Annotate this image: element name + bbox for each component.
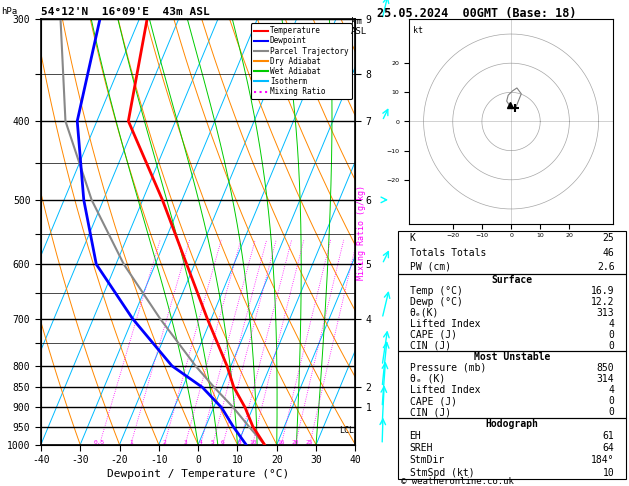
Text: Pressure (mb): Pressure (mb)	[409, 363, 486, 373]
Text: CAPE (J): CAPE (J)	[409, 330, 457, 340]
Text: 10: 10	[603, 468, 615, 478]
Text: 314: 314	[597, 374, 615, 384]
Bar	[398, 351, 626, 418]
Text: StmDir: StmDir	[409, 455, 445, 466]
Text: km: km	[351, 17, 362, 26]
Text: SREH: SREH	[409, 443, 433, 453]
Text: 20: 20	[292, 440, 299, 445]
Text: Lifted Index: Lifted Index	[409, 319, 480, 329]
Text: 25: 25	[306, 440, 313, 445]
Text: 2: 2	[162, 440, 166, 445]
Bar	[398, 231, 626, 274]
Text: 16: 16	[277, 440, 285, 445]
Text: Totals Totals: Totals Totals	[409, 247, 486, 258]
Text: Dewp (°C): Dewp (°C)	[409, 296, 462, 307]
Legend: Temperature, Dewpoint, Parcel Trajectory, Dry Adiabat, Wet Adiabat, Isotherm, Mi: Temperature, Dewpoint, Parcel Trajectory…	[251, 23, 352, 99]
X-axis label: Dewpoint / Temperature (°C): Dewpoint / Temperature (°C)	[107, 469, 289, 479]
Text: 6: 6	[221, 440, 225, 445]
Text: 46: 46	[603, 247, 615, 258]
Text: Lifted Index: Lifted Index	[409, 385, 480, 395]
Text: © weatheronline.co.uk: © weatheronline.co.uk	[401, 477, 513, 486]
Text: 8: 8	[238, 440, 242, 445]
Text: 12.2: 12.2	[591, 296, 615, 307]
Text: CAPE (J): CAPE (J)	[409, 396, 457, 406]
Text: 5: 5	[211, 440, 214, 445]
Text: 850: 850	[597, 363, 615, 373]
Text: 0: 0	[609, 330, 615, 340]
Text: hPa: hPa	[1, 7, 18, 17]
Text: Surface: Surface	[491, 275, 533, 285]
Text: 25: 25	[603, 233, 615, 243]
Text: 0: 0	[609, 407, 615, 417]
Text: 16.9: 16.9	[591, 286, 615, 295]
Text: 4: 4	[609, 319, 615, 329]
Text: LCL: LCL	[339, 426, 354, 435]
Text: Hodograph: Hodograph	[486, 419, 538, 429]
Text: 25.05.2024  00GMT (Base: 18): 25.05.2024 00GMT (Base: 18)	[377, 7, 577, 20]
Text: 0: 0	[609, 341, 615, 350]
Text: Mixing Ratio (g/kg): Mixing Ratio (g/kg)	[357, 185, 367, 279]
Text: StmSpd (kt): StmSpd (kt)	[409, 468, 474, 478]
Text: θₑ (K): θₑ (K)	[409, 374, 445, 384]
Text: 4: 4	[609, 385, 615, 395]
Text: Temp (°C): Temp (°C)	[409, 286, 462, 295]
Bar	[398, 274, 626, 351]
Text: 54°12'N  16°09'E  43m ASL: 54°12'N 16°09'E 43m ASL	[41, 7, 209, 17]
Text: PW (cm): PW (cm)	[409, 262, 450, 272]
Text: CIN (J): CIN (J)	[409, 341, 450, 350]
Text: 1: 1	[129, 440, 133, 445]
Text: 313: 313	[597, 308, 615, 318]
Text: 61: 61	[603, 431, 615, 441]
Text: K: K	[409, 233, 415, 243]
Text: 0.5: 0.5	[94, 440, 105, 445]
Text: EH: EH	[409, 431, 421, 441]
Text: ASL: ASL	[351, 27, 367, 36]
Text: 4: 4	[199, 440, 203, 445]
Text: 64: 64	[603, 443, 615, 453]
Text: 0: 0	[609, 396, 615, 406]
Text: CIN (J): CIN (J)	[409, 407, 450, 417]
Text: Most Unstable: Most Unstable	[474, 352, 550, 362]
Text: 184°: 184°	[591, 455, 615, 466]
Text: 2.6: 2.6	[597, 262, 615, 272]
Bar	[398, 418, 626, 479]
Text: 10: 10	[249, 440, 257, 445]
Text: 3: 3	[183, 440, 187, 445]
Text: kt: kt	[413, 26, 423, 35]
Text: θₑ(K): θₑ(K)	[409, 308, 439, 318]
